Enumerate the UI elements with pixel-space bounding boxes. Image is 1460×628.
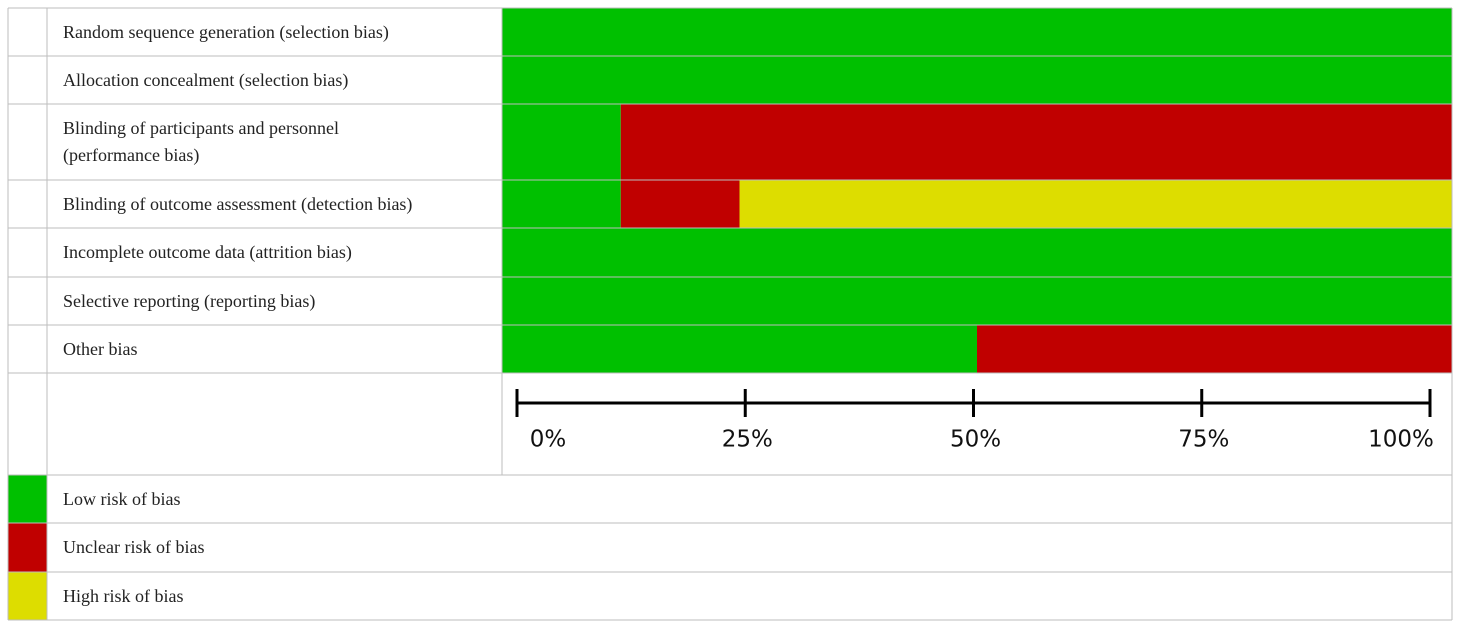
bar-segment	[977, 325, 1452, 373]
legend-label: High risk of bias	[63, 585, 184, 606]
legend-label: Low risk of bias	[63, 488, 181, 509]
bar-segment	[620, 180, 740, 228]
x-tick-label: 75%	[1178, 427, 1229, 453]
bar-segment	[502, 325, 977, 373]
category-label: Other bias	[63, 338, 138, 359]
bar-segment	[739, 180, 1452, 228]
bar-segment	[502, 277, 1452, 325]
legend-label: Unclear risk of bias	[63, 537, 205, 557]
x-tick-label: 50%	[950, 427, 1001, 453]
category-label: Allocation concealment (selection bias)	[63, 69, 349, 90]
legend-swatch	[8, 572, 47, 620]
legend-swatch	[8, 475, 47, 523]
x-tick-label: 100%	[1368, 427, 1434, 453]
legend-swatch	[8, 523, 47, 572]
bar-segment	[502, 228, 1452, 277]
category-label: Selective reporting (reporting bias)	[63, 290, 316, 311]
bar-segment	[502, 56, 1452, 104]
bar-segment	[502, 180, 621, 228]
category-label: Incomplete outcome data (attrition bias)	[63, 242, 352, 262]
x-tick-label: 0%	[530, 427, 567, 453]
bar-segment	[620, 104, 1452, 180]
category-label: Random sequence generation (selection bi…	[63, 21, 389, 42]
x-tick-label: 25%	[722, 427, 773, 453]
category-label: Blinding of participants and personnel (…	[63, 118, 339, 165]
bar-segment	[502, 104, 621, 180]
bar-segment	[502, 8, 1452, 56]
category-label: Blinding of outcome assessment (detectio…	[63, 193, 413, 214]
